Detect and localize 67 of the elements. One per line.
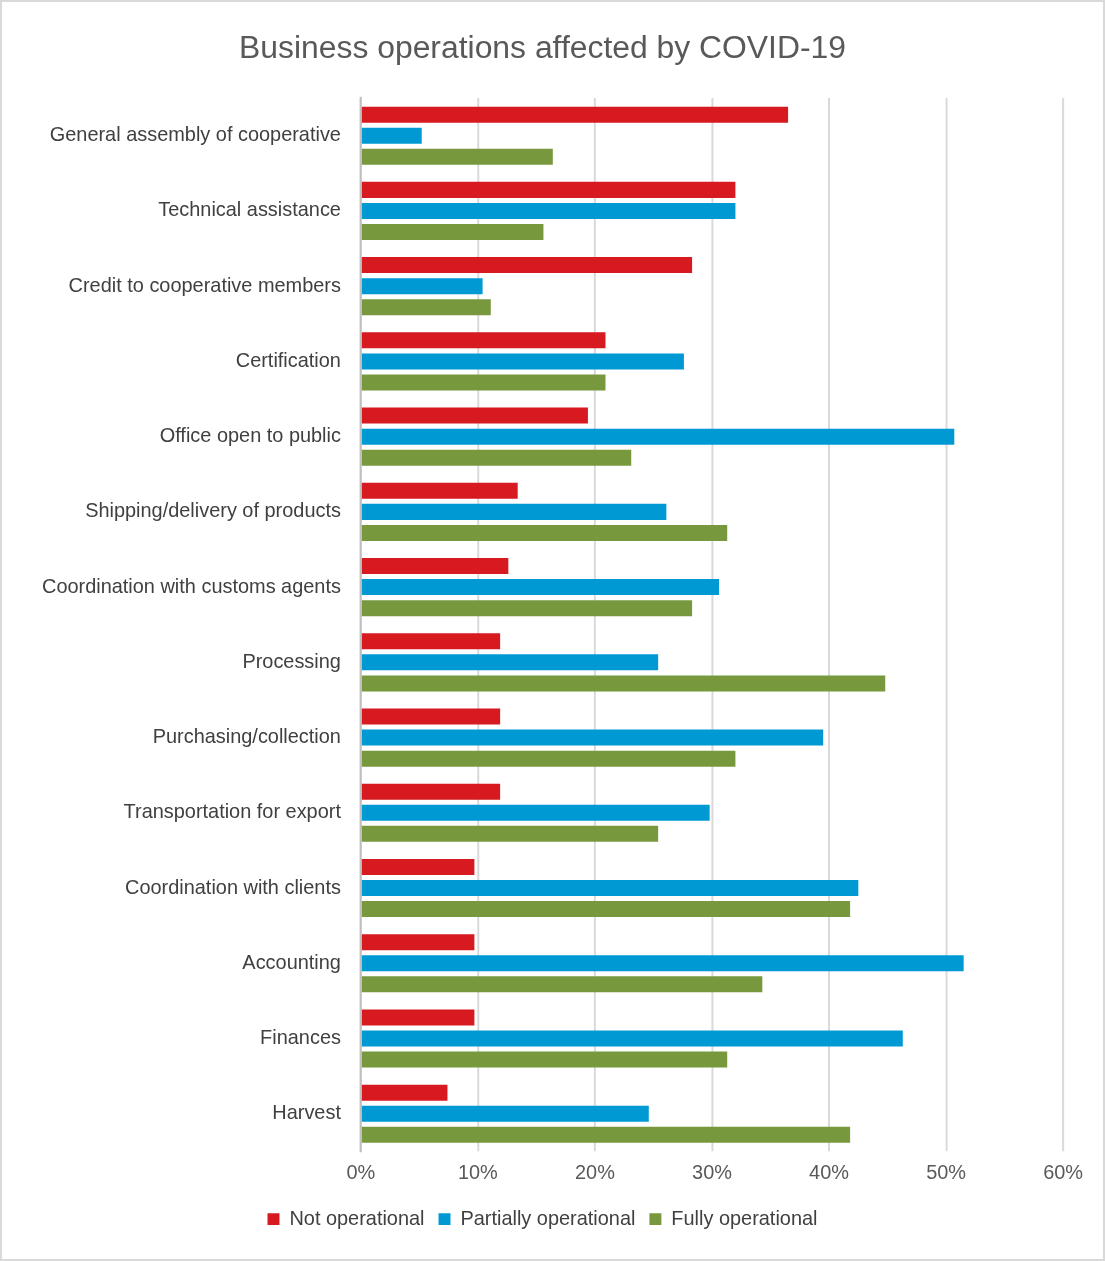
y-tick-label: Processing	[242, 649, 341, 672]
bar	[361, 955, 964, 972]
bar	[361, 407, 588, 424]
bar	[361, 449, 632, 466]
bar	[361, 1051, 728, 1068]
bar	[361, 825, 659, 842]
bar	[361, 934, 475, 951]
bar	[361, 428, 955, 445]
bar	[361, 278, 483, 295]
bar	[361, 127, 422, 144]
bar	[361, 633, 501, 650]
y-tick-label: Coordination with clients	[125, 875, 341, 898]
bar	[361, 901, 851, 918]
x-tick-label: 60%	[1043, 1160, 1084, 1183]
bar	[361, 729, 824, 746]
y-tick-label: Coordination with customs agents	[42, 574, 341, 597]
bar	[361, 1126, 851, 1143]
x-tick-label: 30%	[692, 1160, 732, 1183]
bar	[361, 106, 789, 123]
bar	[361, 1009, 475, 1026]
y-tick-label: Certification	[235, 348, 341, 371]
legend-label: Fully operational	[671, 1206, 818, 1229]
y-tick-label: Shipping/delivery of products	[85, 499, 341, 522]
bar	[361, 524, 728, 541]
y-tick-label: Transportation for export	[123, 800, 342, 823]
bar	[361, 804, 710, 821]
bar	[361, 880, 859, 897]
bar	[361, 976, 763, 993]
legend-label: Not operational	[289, 1206, 425, 1229]
y-tick-label: Purchasing/collection	[152, 725, 341, 748]
bar	[361, 1030, 903, 1047]
x-tick-label: 10%	[457, 1160, 498, 1183]
bar	[361, 600, 693, 617]
bar	[361, 148, 553, 165]
bar	[361, 654, 659, 671]
y-tick-label: Finances	[260, 1025, 341, 1048]
bar	[361, 708, 501, 725]
bar	[361, 299, 491, 316]
bar	[361, 257, 693, 274]
bar	[361, 181, 736, 198]
y-tick-label: Credit to cooperative members	[68, 273, 341, 296]
bar	[361, 374, 606, 391]
y-tick-label: Office open to public	[159, 424, 341, 447]
x-tick-label: 40%	[809, 1160, 849, 1183]
bar	[361, 503, 667, 520]
bar	[361, 224, 544, 241]
y-tick-label: Harvest	[272, 1101, 342, 1124]
bar	[361, 579, 720, 596]
bar	[361, 750, 736, 767]
x-tick-label: 20%	[575, 1160, 615, 1183]
bar	[361, 202, 736, 219]
chart-title: Business operations affected by COVID-19	[239, 28, 847, 65]
y-tick-label: Accounting	[242, 950, 341, 973]
x-tick-label: 50%	[926, 1160, 967, 1183]
bar	[361, 558, 509, 575]
x-tick-label: 0%	[346, 1160, 376, 1183]
bar	[361, 353, 684, 370]
y-tick-label: Technical assistance	[158, 198, 341, 221]
bar	[361, 1084, 448, 1101]
bar	[361, 332, 606, 349]
bar	[361, 482, 518, 499]
legend-label: Partially operational	[460, 1206, 636, 1229]
bar	[361, 858, 475, 875]
bar	[361, 783, 501, 800]
y-tick-label: General assembly of cooperative	[49, 123, 341, 146]
bar	[361, 675, 886, 692]
bar	[361, 1105, 649, 1122]
